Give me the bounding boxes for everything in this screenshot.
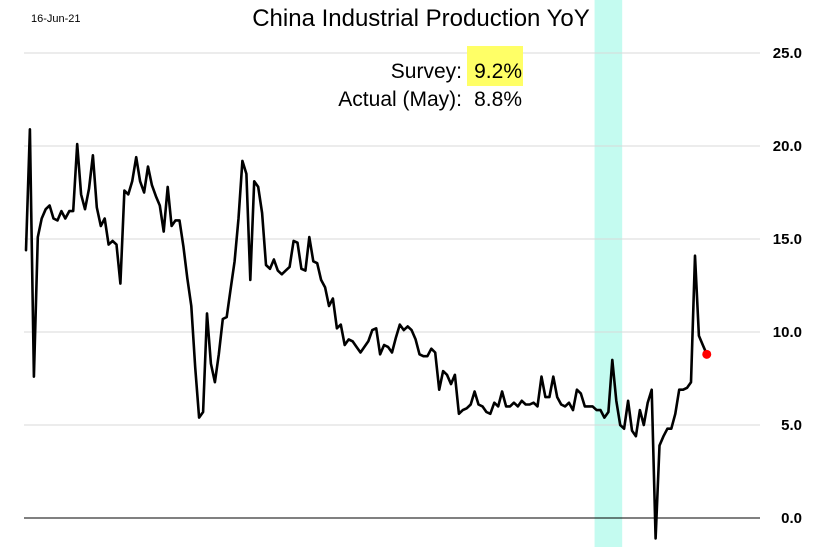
y-tick-label: 10.0 [773,324,802,341]
actual-value: 8.8% [474,88,522,111]
series-line [24,128,709,540]
y-tick-label: 5.0 [781,417,802,434]
chart-title: China Industrial Production YoY [252,5,590,32]
y-tick-label: 0.0 [781,510,802,527]
y-tick-label: 20.0 [773,138,802,155]
date-label: 16-Jun-21 [31,13,81,25]
y-tick-label: 15.0 [773,231,802,248]
y-tick-label: 25.0 [773,45,802,62]
highlight-band [594,0,623,547]
actual-label: Actual (May): [338,88,462,111]
latest-value-marker [702,349,712,359]
y-axis-ticks: 0.0 5.0 10.0 15.0 20.0 25.0 [773,45,802,527]
survey-label: Survey: [391,60,462,83]
survey-value-highlight [467,46,523,86]
survey-value: 9.2% [474,60,522,83]
